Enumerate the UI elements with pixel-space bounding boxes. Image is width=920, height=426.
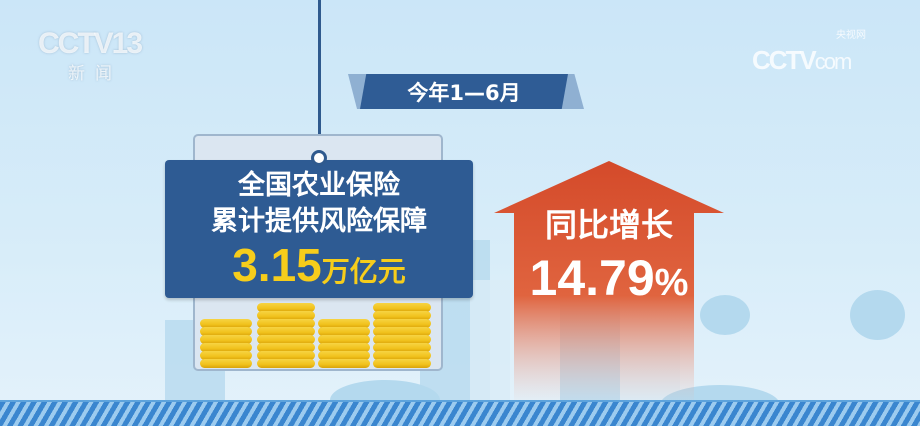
coin xyxy=(318,343,370,352)
coin xyxy=(373,311,431,320)
hanging-line xyxy=(318,0,321,152)
coin xyxy=(200,335,252,344)
coin xyxy=(257,327,315,336)
coin-stack-icon xyxy=(318,312,370,368)
cctv13-logo-sub: 新闻 xyxy=(68,64,122,84)
coin xyxy=(257,311,315,320)
cctv-com-logo-sub: 央视网 xyxy=(836,30,866,41)
coin-stack-icon xyxy=(200,312,252,368)
coin xyxy=(257,335,315,344)
coin-stack-icon xyxy=(373,296,431,368)
coin xyxy=(257,319,315,328)
coin xyxy=(373,319,431,328)
coin xyxy=(200,343,252,352)
coin xyxy=(373,327,431,336)
coin xyxy=(318,335,370,344)
coin xyxy=(318,351,370,360)
card-value: 3.15万亿元 xyxy=(232,239,406,291)
growth-value: 14.79% xyxy=(529,250,689,306)
coin xyxy=(200,319,252,328)
tree xyxy=(700,295,750,335)
period-banner: 今年1—6月 xyxy=(360,74,568,109)
pin-icon xyxy=(311,150,327,166)
coin xyxy=(373,343,431,352)
insurance-card: 全国农业保险 累计提供风险保障 3.15万亿元 xyxy=(165,160,473,298)
coin xyxy=(257,343,315,352)
coin-stack-icon xyxy=(257,296,315,368)
bottom-stripe xyxy=(0,400,920,426)
coin xyxy=(373,303,431,312)
building xyxy=(470,280,510,405)
coin xyxy=(318,327,370,336)
coin xyxy=(257,359,315,368)
coin xyxy=(200,327,252,336)
cctv-com-logo: CCTVcom xyxy=(752,45,852,75)
coin xyxy=(318,359,370,368)
coin xyxy=(200,351,252,360)
coin xyxy=(257,351,315,360)
card-line2: 累计提供风险保障 xyxy=(211,206,427,237)
coin xyxy=(318,319,370,328)
coin xyxy=(373,335,431,344)
card-line1: 全国农业保险 xyxy=(238,170,400,201)
up-arrow-icon xyxy=(494,161,724,406)
coin xyxy=(373,351,431,360)
coin xyxy=(200,359,252,368)
coin xyxy=(373,359,431,368)
coin xyxy=(257,303,315,312)
tree xyxy=(850,290,905,340)
growth-label: 同比增长 xyxy=(544,206,673,244)
cctv13-logo: CCTV13 xyxy=(38,27,143,60)
